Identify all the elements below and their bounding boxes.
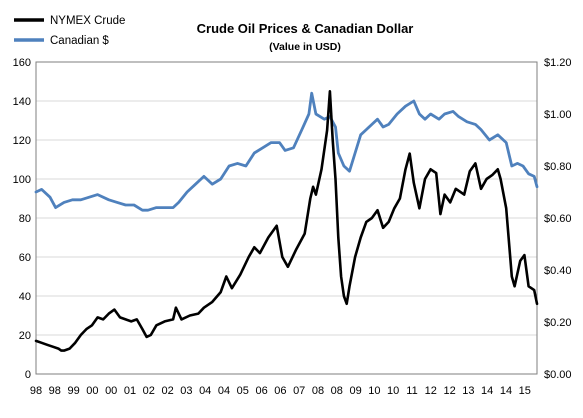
y-axis-right-ticks: $0.00 $0.20 $0.40 $0.60 $0.80 $1.00 $1.20: [544, 57, 572, 381]
series-layer: [34, 90, 539, 352]
y-axis-left-ticks: 0 20 40 60 80 100 120 140 160: [13, 57, 31, 381]
y-right-tick-label: $1.00: [544, 109, 572, 121]
x-tick-label: 06: [255, 385, 267, 397]
x-tick-label: 06: [274, 385, 286, 397]
x-tick-label: 02: [161, 385, 173, 397]
x-tick-label: 09: [349, 385, 361, 397]
plot-area-frame: [35, 61, 538, 375]
y-right-tick-label: $0.20: [544, 317, 572, 329]
y-left-tick-label: 0: [25, 369, 31, 381]
y-left-tick-label: 140: [13, 96, 31, 108]
x-tick-label: 98: [49, 385, 61, 397]
legend: NYMEX Crude Canadian $: [14, 15, 125, 47]
x-tick-label: 99: [67, 385, 79, 397]
x-tick-label: 08: [331, 385, 343, 397]
x-tick-label: 13: [462, 385, 474, 397]
x-tick-label: 12: [425, 385, 437, 397]
x-tick-label: 14: [481, 385, 493, 397]
x-tick-label: 07: [293, 385, 305, 397]
y-left-tick-label: 80: [19, 213, 31, 225]
x-tick-label: 98: [30, 385, 42, 397]
series-line-canadian-dollar: [34, 91, 539, 212]
x-tick-label: 14: [500, 385, 512, 397]
y-right-tick-label: $0.40: [544, 265, 572, 277]
chart-subtitle: (Value in USD): [269, 41, 341, 53]
y-right-tick-label: $0.60: [544, 213, 572, 225]
x-tick-label: 04: [218, 385, 230, 397]
y-left-tick-label: 100: [13, 174, 31, 186]
x-tick-label: 00: [105, 385, 117, 397]
x-tick-label: 01: [124, 385, 136, 397]
x-tick-label: 00: [86, 385, 98, 397]
y-left-tick-label: 40: [19, 291, 31, 303]
x-tick-label: 12: [443, 385, 455, 397]
x-tick-label: 05: [237, 385, 249, 397]
y-right-tick-label: $0.80: [544, 161, 572, 173]
y-left-tick-label: 20: [19, 330, 31, 342]
y-right-tick-label: $0.00: [544, 369, 572, 381]
series-line-nymex-crude: [34, 90, 539, 352]
x-axis-ticks: 98 98 99 00 00 01 02 02 03 04 04 05 06 06 07 08 08 09 10 10…: [30, 385, 531, 397]
x-tick-label: 11: [406, 385, 417, 397]
x-tick-label: 08: [312, 385, 324, 397]
legend-label-canadian-dollar: Canadian $: [50, 35, 109, 47]
chart-title: Crude Oil Prices & Canadian Dollar: [197, 21, 414, 36]
y-right-tick-label: $1.20: [544, 57, 572, 69]
y-left-tick-label: 60: [19, 252, 31, 264]
x-tick-label: 10: [387, 385, 399, 397]
legend-label-nymex-crude: NYMEX Crude: [50, 15, 125, 27]
x-tick-label: 04: [199, 385, 211, 397]
y-left-tick-label: 160: [13, 57, 31, 69]
x-tick-label: 15: [519, 385, 531, 397]
x-tick-label: 02: [143, 385, 155, 397]
y-left-tick-label: 120: [13, 135, 31, 147]
x-tick-label: 03: [180, 385, 192, 397]
x-tick-label: 10: [368, 385, 380, 397]
gridlines: [36, 100, 537, 336]
